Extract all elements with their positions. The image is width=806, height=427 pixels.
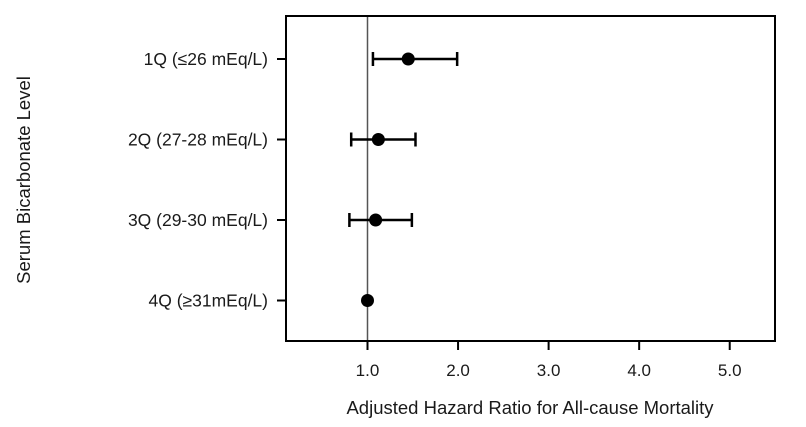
y-axis: 1Q (≤26 mEq/L) 2Q (27-28 mEq/L) 3Q (29-30 … — [128, 49, 286, 311]
data-marks — [348, 52, 459, 307]
point-estimate — [369, 213, 383, 227]
x-tick-label: 4.0 — [627, 361, 651, 380]
category-label: 3Q (29-30 mEq/L) — [128, 210, 268, 230]
x-tick-label: 2.0 — [446, 361, 470, 380]
point-estimate — [401, 52, 415, 66]
x-axis-title: Adjusted Hazard Ratio for All-cause Mort… — [346, 397, 714, 418]
point-estimate — [361, 294, 374, 307]
y-axis-title: Serum Bicarbonate Level — [13, 76, 34, 284]
x-tick-label: 5.0 — [718, 361, 742, 380]
x-tick-label: 3.0 — [537, 361, 561, 380]
x-axis: 1.0 2.0 3.0 4.0 5.0 — [356, 341, 742, 380]
category-label: 1Q (≤26 mEq/L) — [144, 49, 268, 69]
category-label: 2Q (27-28 mEq/L) — [128, 130, 268, 150]
point-estimate — [371, 133, 385, 146]
x-tick-label: 1.0 — [356, 361, 380, 380]
category-label: 4Q (≥31mEq/L) — [148, 291, 268, 311]
plot-frame — [285, 15, 776, 342]
